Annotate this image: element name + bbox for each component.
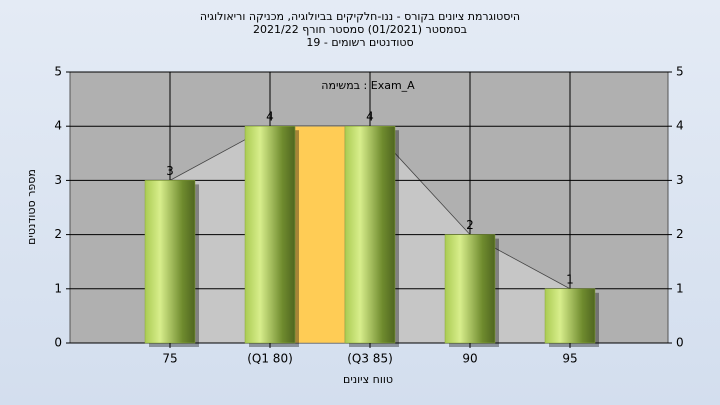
y-tick-label: 2 xyxy=(54,227,62,241)
bar xyxy=(244,125,296,344)
bar xyxy=(144,180,196,344)
y2-tick-label: 5 xyxy=(676,65,684,79)
y-axis-label: מספר סטודנטים xyxy=(25,169,38,245)
data-label: 2 xyxy=(466,218,474,232)
data-label: 4 xyxy=(366,110,374,124)
x-tick-label: (Q1 80) xyxy=(247,352,293,366)
data-label: 3 xyxy=(166,164,174,178)
annotation: Exam_A : במשימה xyxy=(321,79,415,92)
y2-tick-label: 3 xyxy=(676,173,684,187)
bar xyxy=(544,288,596,344)
subtitle: סטודנטים רשומים - 19 xyxy=(306,36,413,49)
y2-tick-label: 2 xyxy=(676,227,684,241)
x-axis-label: טווח ציונים xyxy=(343,373,393,386)
x-tick-label: (Q3 85) xyxy=(347,352,393,366)
x-tick-label: 90 xyxy=(462,352,477,366)
x-tick-label: 95 xyxy=(562,352,577,366)
subtitle: בסמסטר (01/2021) סמסטר חורף 2021/22 xyxy=(253,23,467,36)
data-label: 1 xyxy=(566,272,574,286)
y-tick-label: 4 xyxy=(54,119,62,133)
y2-tick-label: 1 xyxy=(676,281,684,295)
y-tick-label: 5 xyxy=(54,65,62,79)
y-tick-label: 1 xyxy=(54,281,62,295)
y2-tick-label: 4 xyxy=(676,119,684,133)
bar xyxy=(444,234,496,344)
y-tick-label: 3 xyxy=(54,173,62,187)
x-tick-label: 75 xyxy=(162,352,177,366)
bar xyxy=(344,125,396,344)
quartile-box xyxy=(294,125,346,344)
chart-title: היסטוגרמת ציונים בקורס - ננו-חלקיקים בבי… xyxy=(200,10,520,23)
data-label: 4 xyxy=(266,110,274,124)
y-tick-label: 0 xyxy=(54,336,62,350)
y2-tick-label: 0 xyxy=(676,336,684,350)
